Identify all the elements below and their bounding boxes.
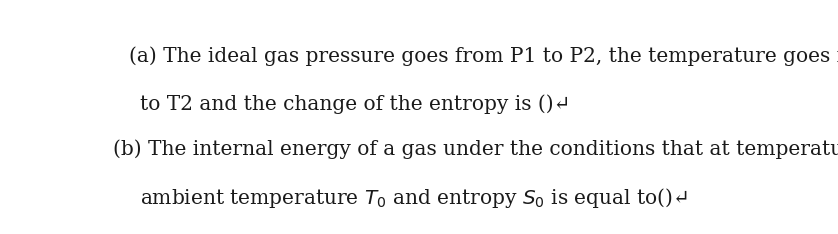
Text: (b) The internal energy of a gas under the conditions that at temperature T ,: (b) The internal energy of a gas under t…	[112, 140, 838, 159]
Text: ambient temperature $T_0$ and entropy $S_0$ is equal to()↵: ambient temperature $T_0$ and entropy $S…	[141, 186, 688, 210]
Text: (a) The ideal gas pressure goes from P1 to P2, the temperature goes from T1: (a) The ideal gas pressure goes from P1 …	[129, 46, 838, 66]
Text: to T2 and the change of the entropy is ()↵: to T2 and the change of the entropy is (…	[141, 94, 571, 113]
